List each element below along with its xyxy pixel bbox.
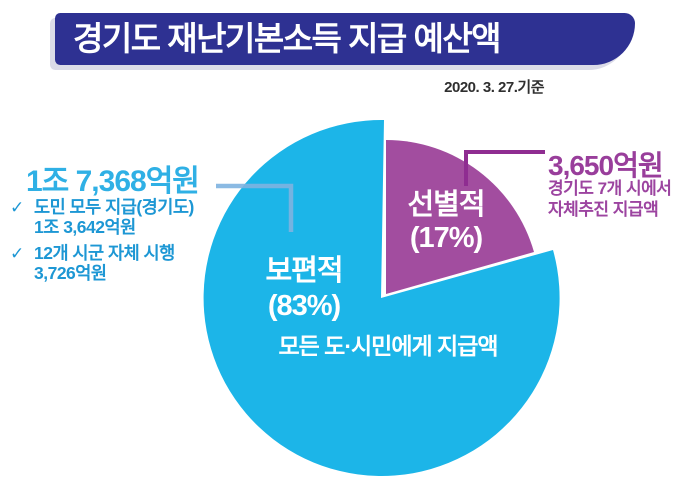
page-title: 경기도 재난기본소득 지급 예산액 [73,20,502,57]
list-item: ✓ 12개 시군 자체 시행 3,726억원 [10,243,194,283]
as-of-date-label: 2020. 3. 27.기준 [444,79,544,96]
detail-item-2-line-1: 12개 시군 자체 시행 [34,243,175,263]
selective-detail-line-2: 자체추진 지급액 [548,200,659,219]
selective-detail-text: 경기도 7개 시에서 자체추진 지급액 [548,178,672,220]
universal-amount-label: 1조 7,368억원 [26,165,200,198]
detail-item-1-line-1: 도민 모두 지급(경기도) [34,197,194,217]
universal-slice-note: 모든 도·시민에게 지급액 [278,333,498,359]
selective-detail-line-1: 경기도 7개 시에서 [548,179,672,198]
selective-slice-label: 선별적 (17%) [407,189,485,255]
leader-line-universal [216,183,294,232]
pie-slice-universal [203,119,560,476]
detail-item-2-line-2: 3,726억원 [34,262,107,283]
universal-detail-list: ✓ 도민 모두 지급(경기도) 1조 3,642억원 ✓ 12개 시군 자체 시… [10,197,194,290]
leader-line-selective [464,150,545,186]
universal-slice-name: 보편적 [265,255,343,287]
universal-slice-label: 보편적 (83%) [265,254,343,324]
selective-slice-percent: (17%) [409,222,483,254]
selective-amount-label: 3,650억원 [548,150,664,181]
detail-item-1-line-2: 1조 3,642억원 [34,216,136,237]
header-banner: 경기도 재난기본소득 지급 예산액 [55,13,635,65]
pie-slice-selective [386,140,534,294]
universal-slice-percent: (83%) [267,290,341,322]
selective-slice-name: 선별적 [407,189,485,221]
list-item: ✓ 도민 모두 지급(경기도) 1조 3,642억원 [10,197,194,237]
check-icon: ✓ [10,244,25,263]
check-icon: ✓ [10,198,25,217]
